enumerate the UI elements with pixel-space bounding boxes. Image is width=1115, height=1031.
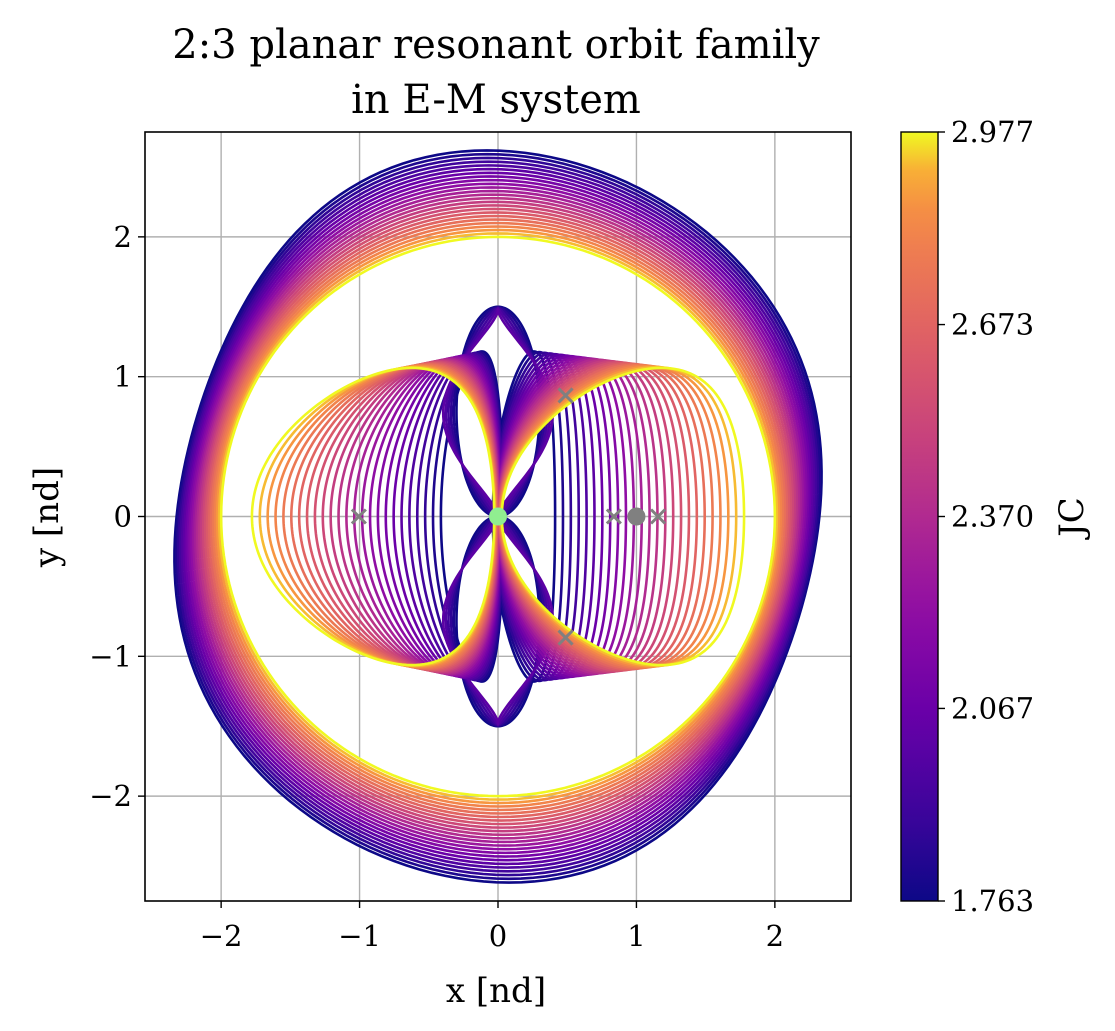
chart-title-line-1: 2:3 planar resonant orbit family <box>172 22 820 68</box>
colorbar-tick-label: 2.067 <box>951 691 1034 725</box>
orbit-curve <box>209 218 787 815</box>
orbit-curve <box>441 512 555 728</box>
orbit-curve <box>194 189 802 844</box>
orbit-curve <box>207 214 789 819</box>
libration-point-marker <box>649 508 667 525</box>
colorbar-tick-label: 2.977 <box>951 115 1034 149</box>
x-tick-label: 2 <box>766 919 784 953</box>
colorbar <box>900 131 939 902</box>
colorbar-tick-label: 2.370 <box>951 500 1034 534</box>
orbit-curve <box>184 171 812 862</box>
colorbar-ticks: 1.763 2.067 2.370 2.673 2.977 <box>938 115 1034 918</box>
libration-point-marker <box>557 387 574 404</box>
orbit-curve <box>444 307 552 518</box>
orbit-curve <box>452 306 544 518</box>
libration-point-marker <box>350 508 367 525</box>
orbit-curve <box>175 152 821 881</box>
orbit-curve <box>455 305 541 518</box>
orbit-curve <box>213 225 783 808</box>
orbit-curve <box>173 149 823 884</box>
y-axis-label: y [nd] <box>27 467 67 568</box>
orbit-curve <box>190 182 806 851</box>
orbit-curve <box>203 207 793 826</box>
orbit-curve <box>444 515 552 726</box>
libration-point-marker <box>605 508 622 525</box>
x-tick-label: −2 <box>200 919 243 953</box>
orbit-curve <box>452 515 544 727</box>
orbit-curve <box>449 515 547 727</box>
orbit-curve <box>217 232 779 801</box>
y-tick-label: 2 <box>114 220 132 254</box>
x-axis-label: x [nd] <box>446 971 546 1011</box>
orbit-curve <box>182 167 814 866</box>
y-tick-label: 0 <box>114 500 132 534</box>
orbit-curve <box>188 178 808 855</box>
chart-title-line-2: in E-M system <box>351 77 641 123</box>
orbit-curve <box>196 193 800 840</box>
moon-marker <box>627 507 646 526</box>
orbit-curve <box>201 204 795 829</box>
orbit-curve <box>447 515 549 726</box>
orbit-curve <box>215 228 781 805</box>
x-tick-label: 0 <box>489 919 507 953</box>
orbit-curve <box>186 175 810 858</box>
x-tick-label: −1 <box>338 919 381 953</box>
earth-marker <box>489 507 507 526</box>
orbit-curve <box>447 307 549 518</box>
orbit-curve <box>200 200 796 833</box>
y-axis-ticks: −2 −1 0 1 2 <box>89 220 145 813</box>
y-tick-label: 1 <box>114 360 132 394</box>
orbit-curve <box>449 306 547 518</box>
body-and-libration-markers <box>350 387 667 646</box>
orbit-curve <box>178 160 818 873</box>
x-tick-label: 1 <box>627 919 645 953</box>
x-axis-ticks: −2 −1 0 1 2 <box>200 901 784 953</box>
orbit-curve <box>205 211 791 822</box>
orbit-curve <box>192 186 804 847</box>
orbit-curve <box>198 196 798 837</box>
orbit-curve <box>441 305 555 521</box>
colorbar-tick-label: 1.763 <box>951 884 1034 918</box>
orbit-curve <box>180 164 816 869</box>
colorbar-label: JC <box>1052 497 1092 540</box>
orbit-curve <box>455 515 541 728</box>
y-tick-label: −1 <box>89 639 132 673</box>
orbit-curve <box>211 221 785 812</box>
orbit-curve <box>219 235 777 798</box>
orbit-curve <box>176 156 820 877</box>
colorbar-tick-label: 2.673 <box>951 308 1034 342</box>
libration-point-marker <box>557 629 574 646</box>
y-tick-label: −2 <box>89 779 132 813</box>
